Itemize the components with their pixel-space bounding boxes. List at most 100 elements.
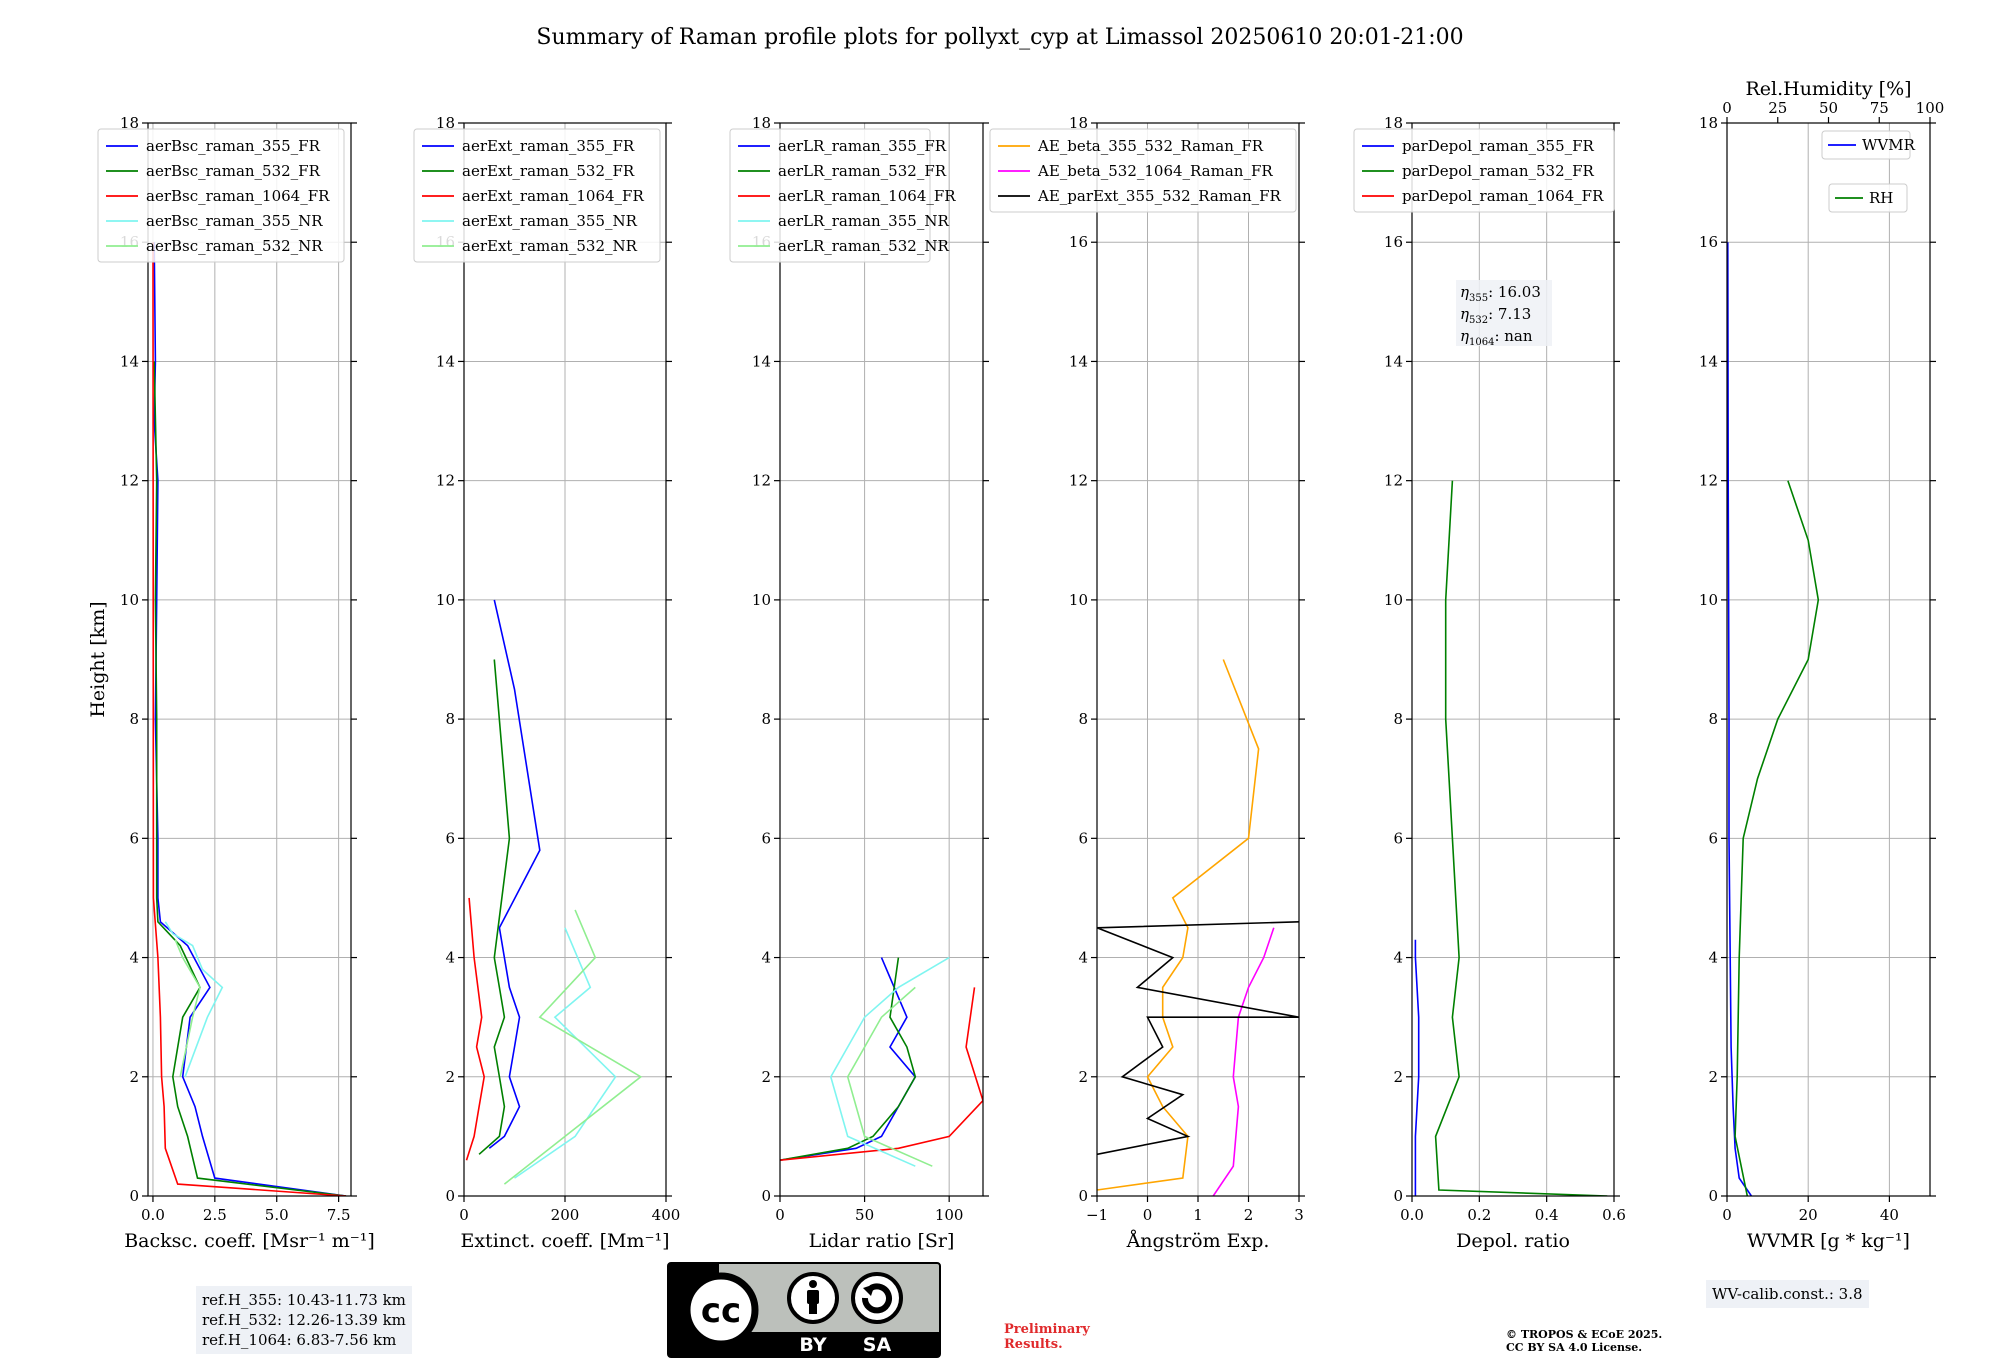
legend-box [1828, 183, 1908, 213]
x-tick-label: 3 [1294, 1206, 1304, 1224]
y-tick-label: 18 [752, 114, 771, 132]
y-tick-label: 18 [436, 114, 455, 132]
eta-subscript: 355 [1469, 293, 1488, 304]
panel-ext: 0200400024681012141618Extinct. coeff. [M… [413, 114, 681, 1252]
y-tick-label: 4 [761, 949, 771, 967]
legend-RH: RH [1828, 183, 1908, 213]
x-tick-label: 1 [1193, 1206, 1203, 1224]
y-tick-label: 18 [120, 114, 139, 132]
eta-subscript: 1064 [1469, 337, 1494, 348]
legend-label: AE_beta_532_1064_Raman_FR [1037, 162, 1273, 180]
y-tick-label: 10 [752, 591, 771, 609]
y-tick-label: 8 [1393, 710, 1403, 728]
y-tick-label: 6 [761, 829, 771, 847]
y-tick-label: 12 [1699, 472, 1718, 490]
legend-label: aerLR_raman_1064_FR [778, 187, 956, 205]
wv-calibration-box: WV-calib.const.: 3.8 [1706, 1280, 1869, 1308]
copyright-note: © TROPOS & ECoE 2025. CC BY SA 4.0 Licen… [1506, 1328, 1662, 1354]
series-aerLR_raman_532_NR [846, 986, 933, 1167]
ref-height-355: ref.H_355: 10.43-11.73 km [202, 1291, 406, 1309]
axes-frame [779, 122, 984, 1197]
y-tick-label: 4 [1393, 949, 1403, 967]
series-group-ext [465, 599, 643, 1185]
y-tick-label: 12 [752, 472, 771, 490]
series-aerBsc_raman_532_NR [174, 939, 201, 1077]
legend-label: aerBsc_raman_532_NR [146, 237, 323, 255]
x-tick-label: 200 [551, 1206, 580, 1224]
y-tick-label: 10 [1069, 591, 1088, 609]
x-tick-label: 50 [855, 1206, 874, 1224]
series-parDepol_raman_355_FR [1414, 939, 1420, 1196]
axes-frame [147, 122, 352, 1197]
top-x-tick-label: 100 [1916, 99, 1945, 117]
legend-label: parDepol_raman_1064_FR [1402, 187, 1604, 205]
x-tick-label: 400 [652, 1206, 681, 1224]
series-group-dep [1414, 480, 1608, 1196]
y-tick-label: 8 [129, 710, 139, 728]
legend-label: aerExt_raman_355_NR [462, 212, 638, 230]
preliminary-results-note: Preliminary Results. [1004, 1322, 1090, 1352]
legend-label: aerExt_raman_532_NR [462, 237, 638, 255]
legend-label: aerLR_raman_532_FR [778, 162, 947, 180]
legend-label: aerExt_raman_532_FR [462, 162, 635, 180]
y-tick-label: 8 [1708, 710, 1718, 728]
series-AE_beta_355_532_Raman_FR [1097, 659, 1260, 1191]
legend-dep: parDepol_raman_355_FR parDepol_raman_532_… [1353, 128, 1615, 213]
y-tick-label: 6 [1708, 829, 1718, 847]
y-tick-label: 10 [1699, 591, 1718, 609]
eta-symbol: η [1460, 283, 1469, 301]
figure-title: Summary of Raman profile plots for polly… [536, 25, 1463, 50]
eta-symbol: η [1460, 327, 1469, 345]
top-x-tick-label: 0 [1722, 99, 1732, 117]
y-tick-label: 2 [761, 1068, 771, 1086]
x-tick-label: 100 [935, 1206, 964, 1224]
legend-label: aerLR_raman_532_NR [778, 237, 949, 255]
y-tick-label: 2 [445, 1068, 455, 1086]
y-tick-label: 8 [761, 710, 771, 728]
series-group-bsc [152, 242, 347, 1196]
top-x-tick-label: 25 [1768, 99, 1787, 117]
preliminary-line-2: Results. [1004, 1337, 1063, 1352]
ref-height-1064: ref.H_1064: 6.83-7.56 km [202, 1331, 397, 1349]
copyright-line-2: CC BY SA 4.0 License. [1506, 1341, 1643, 1354]
series-aerBsc_raman_532_FR [153, 361, 347, 1196]
y-tick-label: 12 [1384, 472, 1403, 490]
x-tick-label: 0 [459, 1206, 469, 1224]
legend-label: aerBsc_raman_355_FR [146, 137, 321, 155]
ref-height-532: ref.H_532: 12.26-13.39 km [202, 1311, 406, 1329]
y-tick-label: 0 [129, 1187, 139, 1205]
y-tick-label: 14 [436, 352, 455, 370]
y-tick-label: 18 [1069, 114, 1088, 132]
panel-wv: 0 20 40 0 2 4 6 8 10 12 14 16 18 WVMR [g * kg⁻¹] 0 25 50… [1699, 78, 1944, 1252]
preliminary-line-1: Preliminary [1004, 1322, 1090, 1337]
series-AE_beta_532_1064_Raman_FR [1212, 927, 1275, 1196]
x-tick-label: 2.5 [203, 1206, 227, 1224]
series-AE_parExt_355_532_Raman_FR [1097, 921, 1299, 1156]
legend-box [989, 128, 1297, 213]
legend-label: AE_beta_355_532_Raman_FR [1037, 137, 1264, 155]
x-tick-label: 0.6 [1602, 1206, 1626, 1224]
x-axis-label-lr: Lidar ratio [Sr] [809, 1230, 955, 1252]
y-tick-label: 6 [1078, 829, 1088, 847]
legend-box [1353, 128, 1615, 213]
series-aerLR_raman_355_NR [829, 956, 950, 1167]
x-tick-label: 0 [1143, 1206, 1153, 1224]
x-tick-label: 40 [1880, 1206, 1899, 1224]
legend-box [97, 128, 345, 263]
x-axis-label-ae: Ångström Exp. [1126, 1230, 1270, 1252]
x-tick-label: 20 [1799, 1206, 1818, 1224]
eta-subscript: 532 [1469, 315, 1488, 326]
legend-label: aerExt_raman_355_FR [462, 137, 635, 155]
legend-box [413, 128, 661, 263]
x-axis-label-wv: WVMR [g * kg⁻¹] [1747, 1230, 1910, 1252]
sa-label: SA [863, 1334, 892, 1356]
series-aerExt_raman_1064_FR [465, 897, 486, 1161]
y-tick-label: 0 [1708, 1187, 1718, 1205]
series-group-lr [780, 956, 983, 1167]
eta-value: : 7.13 [1488, 305, 1531, 323]
y-tick-label: 6 [129, 829, 139, 847]
y-tick-label: 16 [1384, 233, 1403, 251]
legend-box [1821, 130, 1911, 160]
